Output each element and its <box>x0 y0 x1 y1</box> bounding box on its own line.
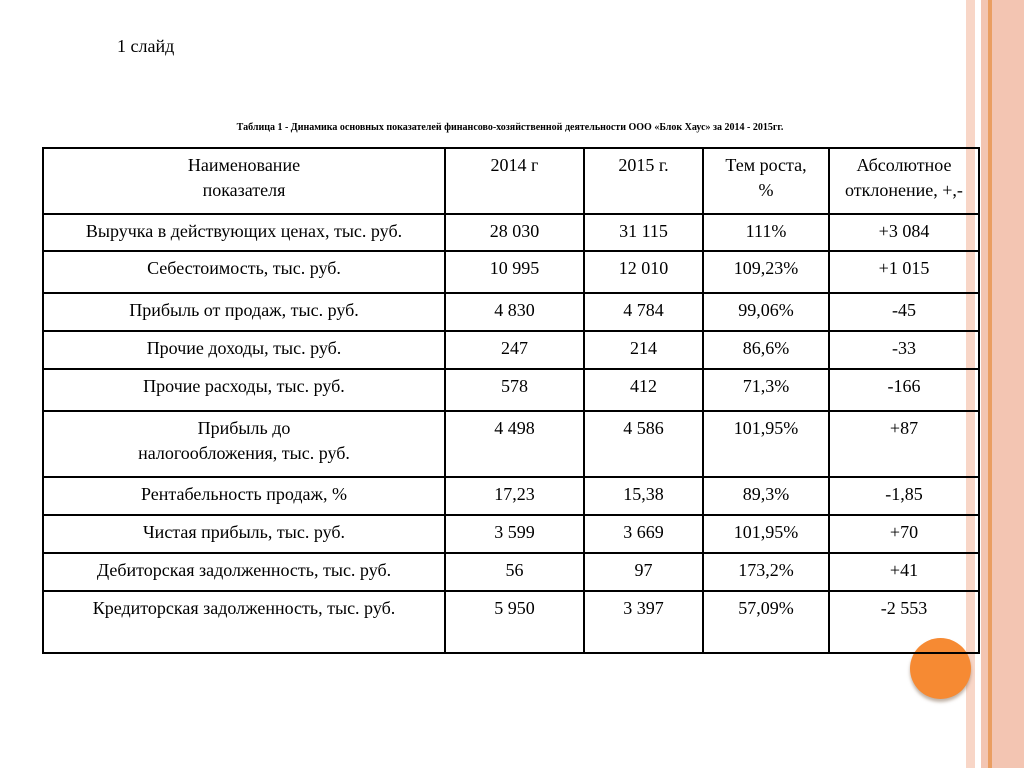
column-header-2015: 2015 г. <box>583 147 704 215</box>
cell-2015-value: 412 <box>583 368 704 412</box>
cell-absolute-deviation: +70 <box>828 514 980 554</box>
cell-growth-rate: 101,95% <box>702 514 830 554</box>
cell-2015-value: 15,38 <box>583 476 704 516</box>
table-row: Рентабельность продаж, % 17,23 15,38 89,… <box>42 476 980 516</box>
cell-absolute-deviation: -2 553 <box>828 590 980 654</box>
cell-absolute-deviation: -166 <box>828 368 980 412</box>
cell-absolute-deviation: +41 <box>828 552 980 592</box>
cell-2015-value: 12 010 <box>583 250 704 294</box>
cell-2015-value: 4 784 <box>583 292 704 332</box>
cell-2014-value: 28 030 <box>444 213 585 252</box>
cell-2014-value: 17,23 <box>444 476 585 516</box>
table-row: Прибыль от продаж, тыс. руб. 4 830 4 784… <box>42 292 980 332</box>
cell-2015-value: 3 669 <box>583 514 704 554</box>
table-row: Прочие доходы, тыс. руб. 247 214 86,6% -… <box>42 330 980 370</box>
cell-indicator-name: Выручка в действующих ценах, тыс. руб. <box>42 213 446 252</box>
cell-2015-value: 4 586 <box>583 410 704 478</box>
cell-indicator-name: Рентабельность продаж, % <box>42 476 446 516</box>
cell-growth-rate: 111% <box>702 213 830 252</box>
cell-indicator-name: Кредиторская задолженность, тыс. руб. <box>42 590 446 654</box>
cell-indicator-name: Чистая прибыль, тыс. руб. <box>42 514 446 554</box>
table-row: Кредиторская задолженность, тыс. руб. 5 … <box>42 590 980 654</box>
cell-absolute-deviation: -1,85 <box>828 476 980 516</box>
cell-indicator-name: Прибыль до налогообложения, тыс. руб. <box>42 410 446 478</box>
table-row: Чистая прибыль, тыс. руб. 3 599 3 669 10… <box>42 514 980 554</box>
cell-2015-value: 214 <box>583 330 704 370</box>
cell-growth-rate: 86,6% <box>702 330 830 370</box>
table-row: Выручка в действующих ценах, тыс. руб. 2… <box>42 213 980 252</box>
cell-indicator-name: Дебиторская задолженность, тыс. руб. <box>42 552 446 592</box>
cell-growth-rate: 99,06% <box>702 292 830 332</box>
right-edge-accent-line <box>988 0 992 768</box>
cell-absolute-deviation: +3 084 <box>828 213 980 252</box>
cell-growth-rate: 57,09% <box>702 590 830 654</box>
cell-2014-value: 4 830 <box>444 292 585 332</box>
cell-2014-value: 56 <box>444 552 585 592</box>
cell-2014-value: 247 <box>444 330 585 370</box>
cell-growth-rate: 101,95% <box>702 410 830 478</box>
cell-2015-value: 3 397 <box>583 590 704 654</box>
cell-2014-value: 578 <box>444 368 585 412</box>
cell-2014-value: 3 599 <box>444 514 585 554</box>
cell-growth-rate: 89,3% <box>702 476 830 516</box>
cell-absolute-deviation: +87 <box>828 410 980 478</box>
table-header-row: Наименование показателя 2014 г 2015 г. Т… <box>42 147 980 215</box>
cell-2015-value: 31 115 <box>583 213 704 252</box>
column-header-abs-deviation: Абсолютное отклонение, +,- <box>828 147 980 215</box>
table-row: Прочие расходы, тыс. руб. 578 412 71,3% … <box>42 368 980 412</box>
cell-2014-value: 4 498 <box>444 410 585 478</box>
cell-indicator-name: Себестоимость, тыс. руб. <box>42 250 446 294</box>
cell-2015-value: 97 <box>583 552 704 592</box>
financial-indicators-table: Наименование показателя 2014 г 2015 г. Т… <box>42 147 980 654</box>
cell-indicator-name: Прибыль от продаж, тыс. руб. <box>42 292 446 332</box>
cell-absolute-deviation: -33 <box>828 330 980 370</box>
cell-growth-rate: 173,2% <box>702 552 830 592</box>
column-header-growth-rate: Тем роста, % <box>702 147 830 215</box>
cell-2014-value: 5 950 <box>444 590 585 654</box>
cell-indicator-name: Прочие расходы, тыс. руб. <box>42 368 446 412</box>
cell-absolute-deviation: -45 <box>828 292 980 332</box>
cell-indicator-name: Прочие доходы, тыс. руб. <box>42 330 446 370</box>
cell-absolute-deviation: +1 015 <box>828 250 980 294</box>
cell-growth-rate: 109,23% <box>702 250 830 294</box>
table-row: Дебиторская задолженность, тыс. руб. 56 … <box>42 552 980 592</box>
cell-2014-value: 10 995 <box>444 250 585 294</box>
table-row: Прибыль до налогообложения, тыс. руб. 4 … <box>42 410 980 478</box>
table-caption: Таблица 1 - Динамика основных показателе… <box>236 122 784 133</box>
column-header-indicator-name: Наименование показателя <box>42 147 446 215</box>
cell-growth-rate: 71,3% <box>702 368 830 412</box>
column-header-2014: 2014 г <box>444 147 585 215</box>
right-edge-stripe-band <box>981 0 1024 768</box>
table-row: Себестоимость, тыс. руб. 10 995 12 010 1… <box>42 250 980 294</box>
slide-number-label: 1 слайд <box>117 36 175 56</box>
